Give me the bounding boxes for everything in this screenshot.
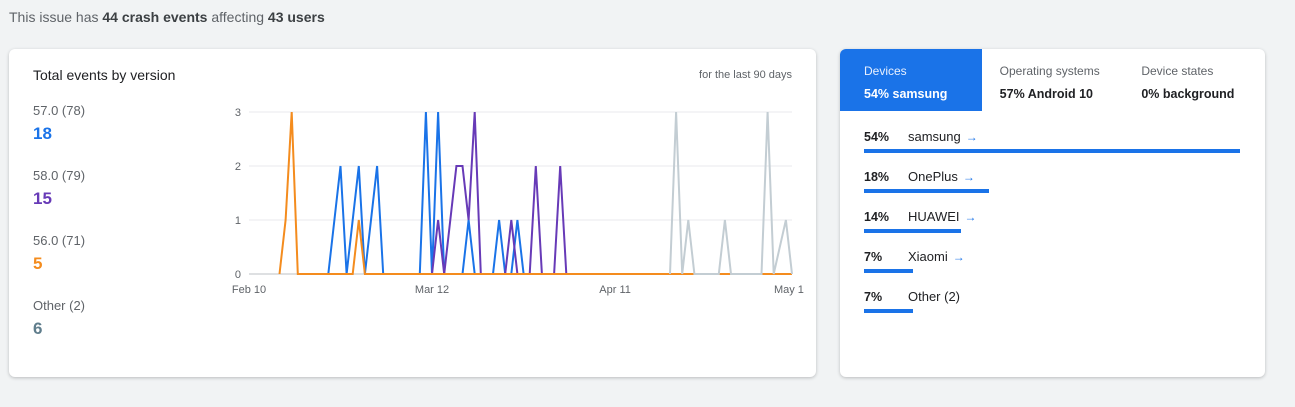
- x-tick-label: Mar 12: [415, 284, 449, 296]
- legend-value: 15: [33, 189, 52, 208]
- affected-users-count: 43 users: [267, 9, 325, 25]
- tab-label: Operating systems: [999, 64, 1100, 78]
- legend-item-other[interactable]: Other (2) 6: [33, 298, 193, 363]
- tab-operating-systems[interactable]: Operating systems 57% Android 10: [982, 49, 1124, 111]
- device-pct: 54%: [864, 129, 890, 144]
- legend-label: 56.0 (71): [33, 233, 86, 248]
- x-tick-label: Feb 10: [232, 284, 266, 296]
- arrow-right-icon[interactable]: →: [964, 209, 977, 224]
- device-pct: 7%: [864, 289, 883, 304]
- tab-label: Device states: [1141, 64, 1214, 78]
- events-by-version-card: Total events by version for the last 90 …: [9, 49, 816, 377]
- version-legend: 57.0 (78) 18 58.0 (79) 15 56.0 (71) 5 Ot…: [33, 103, 193, 363]
- x-tick-label: May 10: [774, 284, 804, 296]
- series-line: [669, 111, 793, 275]
- arrow-right-icon[interactable]: →: [962, 169, 975, 184]
- device-list: 54% samsung → 18% OnePlus → 14% HUAWEI → 7% Xia…: [864, 129, 1244, 329]
- device-pct: 14%: [864, 209, 890, 224]
- device-name[interactable]: HUAWEI: [908, 209, 960, 224]
- tab-value: 0% background: [1141, 87, 1235, 101]
- device-name[interactable]: samsung: [908, 129, 961, 144]
- device-name[interactable]: Xiaomi: [908, 249, 948, 264]
- tab-value: 57% Android 10: [999, 87, 1093, 101]
- series-line: [278, 111, 792, 275]
- tab-value: 54% samsung: [864, 87, 948, 101]
- issue-summary: This issue has 44 crash events affecting…: [9, 9, 325, 25]
- arrow-right-icon[interactable]: →: [965, 129, 978, 144]
- legend-label: 57.0 (78): [33, 103, 86, 118]
- legend-value: 18: [33, 124, 52, 143]
- crash-events-count: 44 crash events: [102, 9, 208, 25]
- legend-item-v56[interactable]: 56.0 (71) 5: [33, 233, 193, 298]
- device-share-bar: [864, 269, 913, 273]
- device-row-oneplus[interactable]: 18% OnePlus →: [864, 169, 1244, 209]
- device-share-bar: [864, 149, 1240, 153]
- device-share-bar: [864, 189, 990, 193]
- series-line: [327, 111, 525, 275]
- legend-label: 58.0 (79): [33, 168, 86, 183]
- device-pct: 7%: [864, 249, 883, 264]
- y-tick-label: 1: [235, 215, 241, 227]
- device-row-samsung[interactable]: 54% samsung →: [864, 129, 1244, 169]
- device-share-bar: [864, 309, 913, 313]
- summary-middle: affecting: [211, 9, 265, 25]
- device-pct: 18%: [864, 169, 890, 184]
- x-tick-label: Apr 11: [599, 284, 631, 296]
- summary-prefix: This issue has: [9, 9, 99, 25]
- legend-value: 6: [33, 319, 43, 338]
- tab-label: Devices: [864, 64, 907, 78]
- device-name: Other (2): [908, 289, 961, 304]
- time-range-label: for the last 90 days: [699, 69, 792, 81]
- tab-device-states[interactable]: Device states 0% background: [1123, 49, 1265, 111]
- card-title: Total events by version: [33, 67, 176, 83]
- device-share-bar: [864, 229, 962, 233]
- device-row-xiaomi[interactable]: 7% Xiaomi →: [864, 249, 1244, 289]
- y-tick-label: 3: [235, 107, 241, 119]
- series-line: [431, 111, 568, 275]
- tab-devices[interactable]: Devices 54% samsung: [840, 49, 982, 111]
- device-breakdown-card: Devices 54% samsung Operating systems 57…: [840, 49, 1265, 377]
- arrow-right-icon[interactable]: →: [952, 249, 965, 264]
- legend-item-v58[interactable]: 58.0 (79) 15: [33, 168, 193, 233]
- events-line-chart[interactable]: 0 1 2 3 Feb 10 Mar 12 Apr 11 May 10: [214, 104, 804, 359]
- device-name[interactable]: OnePlus: [908, 169, 958, 184]
- device-row-huawei[interactable]: 14% HUAWEI →: [864, 209, 1244, 249]
- breakdown-tabs: Devices 54% samsung Operating systems 57…: [840, 49, 1265, 111]
- device-row-other: 7% Other (2): [864, 289, 1244, 329]
- legend-item-v57[interactable]: 57.0 (78) 18: [33, 103, 193, 168]
- legend-value: 5: [33, 254, 43, 273]
- y-tick-label: 0: [235, 269, 241, 281]
- y-tick-label: 2: [235, 161, 241, 173]
- legend-label: Other (2): [33, 298, 86, 313]
